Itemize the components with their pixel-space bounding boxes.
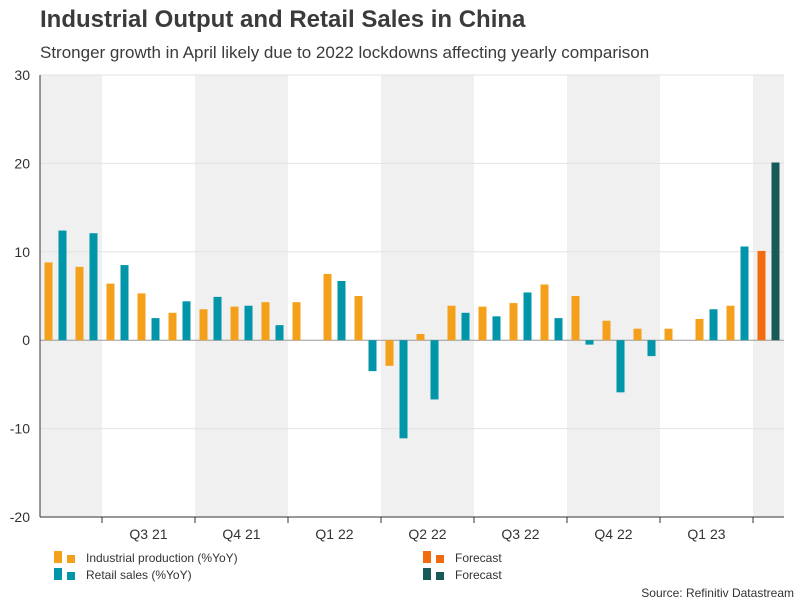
quarter-band <box>195 75 288 517</box>
bar-retail-sales <box>368 340 377 372</box>
x-tick-label: Q3 22 <box>501 526 539 542</box>
bar-retail-sales <box>740 246 749 341</box>
bar-industrial-production <box>447 305 456 341</box>
x-tick-label: Q4 22 <box>594 526 632 542</box>
bar-retail-sales <box>709 309 718 341</box>
y-tick-label: 20 <box>14 155 30 171</box>
bar-retail-sales <box>213 296 222 341</box>
x-tick-label: Q2 22 <box>408 526 446 542</box>
bar-retail-sales <box>554 318 563 341</box>
bar-industrial-production <box>633 328 642 341</box>
quarter-band <box>381 75 474 517</box>
bar-industrial-production <box>540 284 549 341</box>
chart-title: Industrial Output and Retail Sales in Ch… <box>40 6 526 33</box>
bar-industrial-production <box>230 306 239 341</box>
bar-retail-sales <box>275 325 284 341</box>
x-tick-label: Q1 23 <box>687 526 725 542</box>
x-tick-label: Q3 21 <box>129 526 167 542</box>
bar-retail-sales <box>337 280 346 341</box>
bar-retail-sales <box>182 301 191 341</box>
legend-label: Forecast <box>455 568 502 582</box>
bar-industrial-production <box>261 302 270 341</box>
quarter-bands <box>40 75 784 517</box>
bar-industrial-production <box>323 273 332 341</box>
y-tick-label: 10 <box>14 244 30 260</box>
bar-retail-sales <box>461 312 470 341</box>
source-note: Source: Refinitiv Datastream <box>641 586 794 600</box>
bar-industrial-production <box>44 262 53 341</box>
bar-industrial-production <box>354 296 363 341</box>
y-tick-label: 30 <box>14 67 30 83</box>
bar-industrial-production <box>664 328 673 341</box>
legend-label: Industrial production (%YoY) <box>86 551 238 565</box>
bar-retail-sales <box>89 233 98 341</box>
bar-industrial-production <box>168 312 177 341</box>
legend-label: Forecast <box>455 551 502 565</box>
legend-label: Retail sales (%YoY) <box>86 568 192 582</box>
bar-retail-sales <box>647 340 656 357</box>
bar-retail-sales <box>58 230 67 341</box>
x-tick-label: Q1 22 <box>315 526 353 542</box>
bar-industrial-production <box>292 302 301 341</box>
bar-forecast-retail <box>771 162 780 341</box>
bar-forecast-industrial <box>757 250 766 341</box>
bar-retail-sales <box>430 340 439 400</box>
quarter-band <box>567 75 660 517</box>
bar-industrial-production <box>137 293 146 341</box>
bar-retail-sales <box>244 305 253 341</box>
y-tick-label: 0 <box>22 332 30 348</box>
bar-retail-sales <box>616 340 625 393</box>
bar-industrial-production <box>416 334 425 341</box>
axes: -20 -10 0 10 20 30 Q3 21 Q4 21 Q1 22 Q2 22 Q3 22 Q4… <box>10 67 784 542</box>
y-tick-label: -10 <box>10 421 30 437</box>
bar-industrial-production <box>106 283 115 341</box>
y-tick-label: -20 <box>10 509 30 525</box>
bar-industrial-production <box>385 340 394 366</box>
bar-industrial-production <box>199 309 208 341</box>
bar-industrial-production <box>726 305 735 341</box>
bar-retail-sales <box>120 265 129 341</box>
bar-industrial-production <box>602 320 611 341</box>
bar-industrial-production <box>509 303 518 341</box>
bar-retail-sales <box>151 318 160 341</box>
bar-industrial-production <box>695 318 704 341</box>
bars <box>44 162 780 439</box>
x-tick-label: Q4 21 <box>222 526 260 542</box>
bar-retail-sales <box>399 340 408 439</box>
bar-retail-sales <box>492 316 501 341</box>
bar-retail-sales <box>585 340 594 345</box>
bar-industrial-production <box>75 266 84 341</box>
chart-subtitle: Stronger growth in April likely due to 2… <box>40 43 650 62</box>
bar-industrial-production <box>478 306 487 341</box>
bar-retail-sales <box>523 292 532 341</box>
bar-industrial-production <box>571 296 580 341</box>
